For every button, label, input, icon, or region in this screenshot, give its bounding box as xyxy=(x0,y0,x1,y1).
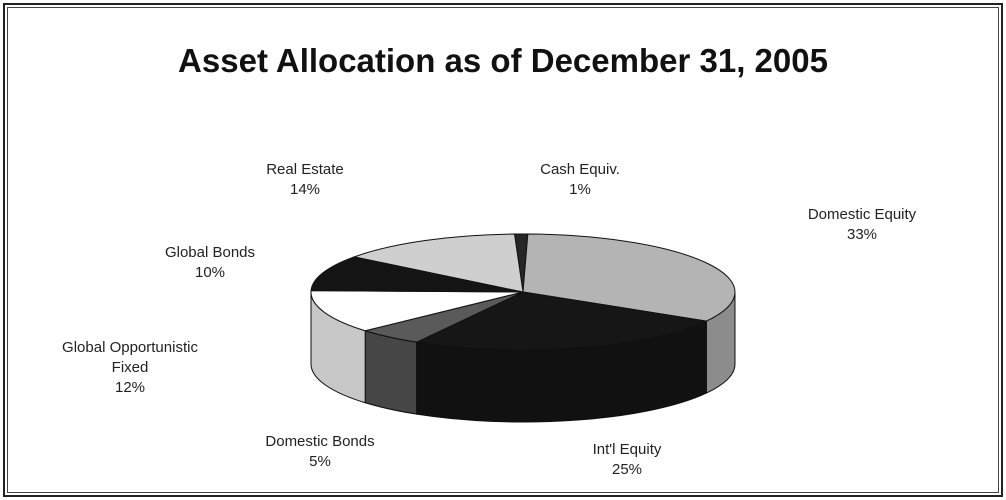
data-label: Global Opportunistic Fixed 12% xyxy=(55,338,205,398)
category-label: Real Estate xyxy=(266,161,344,178)
category-label: Domestic Equity xyxy=(807,206,917,223)
slice xyxy=(522,233,736,322)
data-label: Cash Equiv. 1% xyxy=(495,160,665,200)
data-label: Domestic Equity 33% xyxy=(777,205,947,245)
value-label: 1% xyxy=(569,181,591,198)
category-label: Global Opportunistic Fixed xyxy=(62,339,198,376)
data-label: Domestic Bonds 5% xyxy=(235,432,405,472)
chart-title: Asset Allocation as of December 31, 2005 xyxy=(178,42,828,79)
value-label: 5% xyxy=(309,453,331,470)
category-label: Int'l Equity xyxy=(592,441,662,458)
value-label: 25% xyxy=(611,461,643,478)
slice-side-shade xyxy=(706,292,735,394)
category-label: Cash Equiv. xyxy=(540,161,620,178)
category-label: Global Bonds xyxy=(164,244,256,261)
value-label: 10% xyxy=(194,264,226,281)
value-label: 33% xyxy=(846,226,878,243)
slice-side-shade xyxy=(416,321,707,422)
category-label: Domestic Bonds xyxy=(265,433,375,450)
value-label: 14% xyxy=(289,181,321,198)
data-label: Int'l Equity 25% xyxy=(542,440,712,480)
slice-side-shade xyxy=(365,330,417,415)
data-label: Real Estate 14% xyxy=(220,160,390,200)
chart-frame xyxy=(3,3,1003,497)
data-label: Global Bonds 10% xyxy=(125,243,295,283)
value-label: 12% xyxy=(114,379,146,396)
slice xyxy=(414,291,709,351)
slice xyxy=(352,233,524,293)
slice-side-shade xyxy=(311,292,366,403)
slice xyxy=(310,290,524,332)
slice xyxy=(310,256,524,293)
